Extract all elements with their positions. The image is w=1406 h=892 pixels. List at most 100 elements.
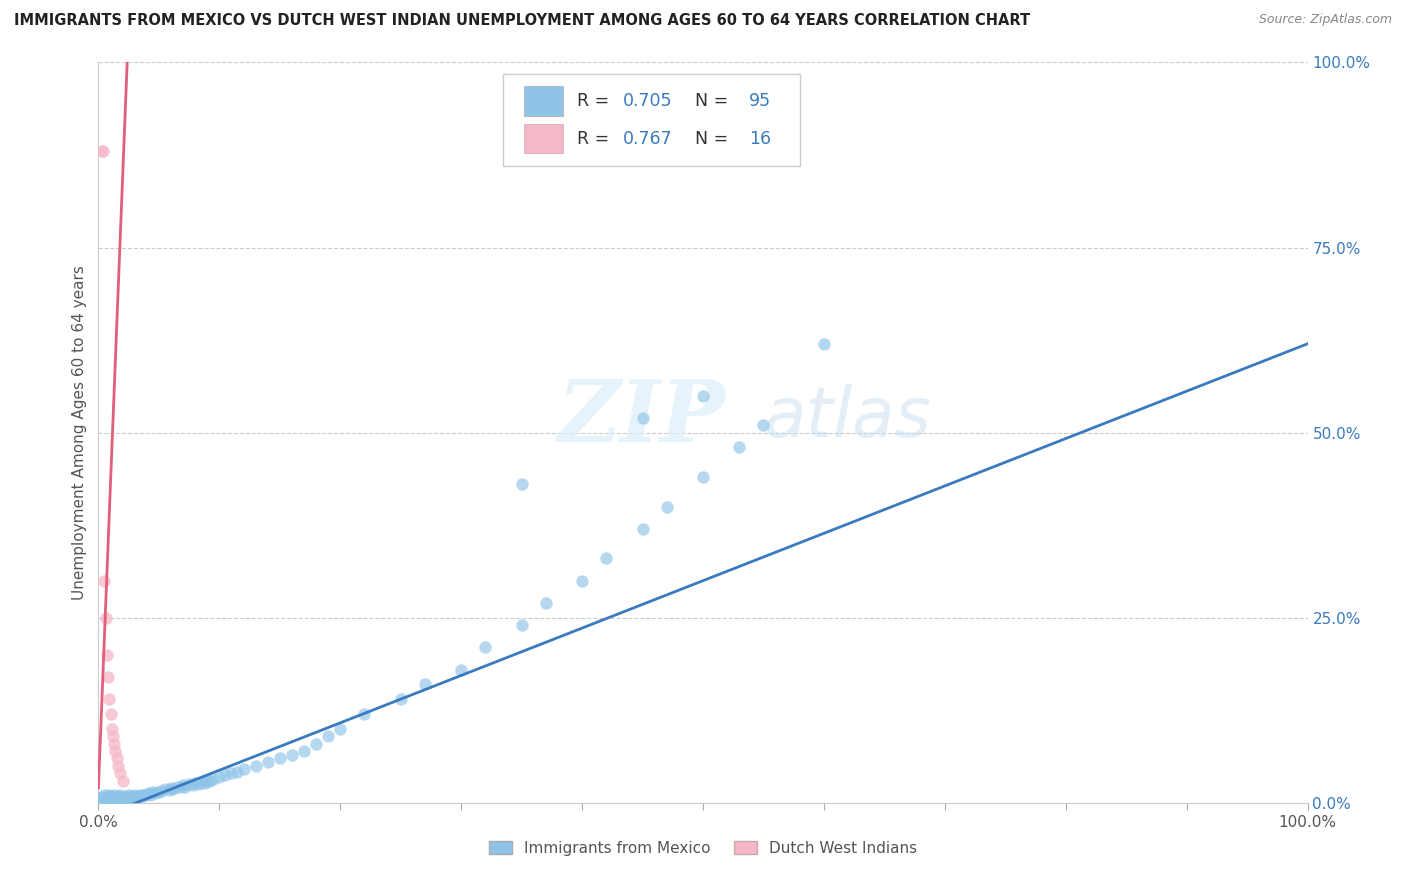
Point xyxy=(534,596,557,610)
Point xyxy=(510,477,533,491)
Point xyxy=(184,776,207,790)
Point xyxy=(100,791,122,805)
Point xyxy=(96,789,118,804)
Point xyxy=(118,789,141,803)
Point xyxy=(96,791,118,805)
Point xyxy=(139,788,162,802)
Point xyxy=(631,522,654,536)
Point xyxy=(157,783,180,797)
Point xyxy=(181,778,204,792)
Point xyxy=(111,773,134,788)
Y-axis label: Unemployment Among Ages 60 to 64 years: Unemployment Among Ages 60 to 64 years xyxy=(72,265,87,600)
Point xyxy=(132,789,155,804)
Point xyxy=(166,780,188,794)
Point xyxy=(160,780,183,795)
Point xyxy=(655,500,678,514)
Point xyxy=(172,778,194,792)
Text: 16: 16 xyxy=(749,129,770,147)
Point xyxy=(91,792,114,806)
Point xyxy=(162,781,184,796)
Point xyxy=(194,776,217,790)
Point xyxy=(105,751,128,765)
Point xyxy=(98,789,121,804)
Point xyxy=(728,441,751,455)
Text: 0.705: 0.705 xyxy=(623,92,672,110)
Text: 0.767: 0.767 xyxy=(623,129,673,147)
Point xyxy=(752,418,775,433)
Point xyxy=(245,758,267,772)
Point xyxy=(100,722,122,736)
Point xyxy=(124,789,146,803)
Point xyxy=(329,722,352,736)
Point xyxy=(103,789,125,803)
Point xyxy=(97,789,120,803)
Point xyxy=(96,648,118,662)
Point xyxy=(115,791,138,805)
Point xyxy=(93,790,115,805)
Text: ZIP: ZIP xyxy=(558,376,725,459)
Point xyxy=(105,792,128,806)
Point xyxy=(202,772,225,786)
Point xyxy=(121,789,143,804)
Point xyxy=(110,791,132,805)
Text: atlas: atlas xyxy=(763,384,931,451)
Point xyxy=(90,792,112,806)
Point xyxy=(221,766,243,780)
Point xyxy=(100,792,122,806)
FancyBboxPatch shape xyxy=(503,73,800,166)
Point xyxy=(108,789,131,803)
Text: N =: N = xyxy=(683,92,734,110)
Point xyxy=(187,776,209,790)
Point xyxy=(692,470,714,484)
Point xyxy=(101,729,124,743)
Text: R =: R = xyxy=(578,92,614,110)
Point xyxy=(190,775,212,789)
Point xyxy=(91,145,114,159)
Point xyxy=(143,786,166,800)
Point xyxy=(450,663,472,677)
Point xyxy=(100,706,122,721)
Point xyxy=(692,388,714,402)
Text: R =: R = xyxy=(578,129,614,147)
Point xyxy=(108,766,131,780)
Point xyxy=(195,773,218,788)
Point xyxy=(813,336,835,351)
Point xyxy=(91,145,114,159)
Point xyxy=(94,792,117,806)
Point xyxy=(389,692,412,706)
Point xyxy=(100,789,122,804)
Point xyxy=(150,784,173,798)
Point xyxy=(138,786,160,800)
Point xyxy=(214,767,236,781)
Point xyxy=(114,789,136,804)
Point xyxy=(127,789,149,804)
Point xyxy=(413,677,436,691)
Point xyxy=(595,551,617,566)
Point xyxy=(122,791,145,805)
Point xyxy=(148,785,170,799)
Point xyxy=(107,758,129,772)
Point xyxy=(269,751,291,765)
Point xyxy=(103,790,125,805)
Text: IMMIGRANTS FROM MEXICO VS DUTCH WEST INDIAN UNEMPLOYMENT AMONG AGES 60 TO 64 YEA: IMMIGRANTS FROM MEXICO VS DUTCH WEST IND… xyxy=(14,13,1031,29)
Point xyxy=(111,789,134,804)
Point xyxy=(142,785,165,799)
Point xyxy=(316,729,339,743)
Point xyxy=(571,574,593,588)
Point xyxy=(129,789,152,803)
Point xyxy=(208,770,231,784)
Point xyxy=(97,670,120,684)
Point xyxy=(179,777,201,791)
Point xyxy=(93,574,115,588)
Point xyxy=(169,780,191,795)
Point xyxy=(135,787,157,801)
Point xyxy=(510,618,533,632)
Point xyxy=(631,410,654,425)
Point xyxy=(198,774,221,789)
Point xyxy=(98,692,121,706)
Point xyxy=(93,789,115,803)
Point xyxy=(353,706,375,721)
Point xyxy=(91,789,114,804)
FancyBboxPatch shape xyxy=(524,124,562,153)
Point xyxy=(127,789,149,804)
